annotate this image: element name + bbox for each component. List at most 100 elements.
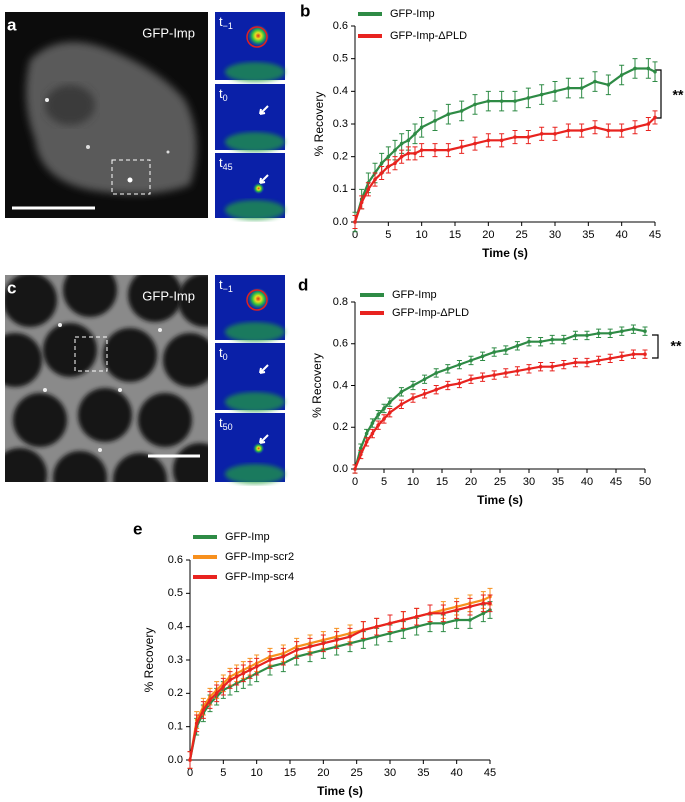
point	[515, 344, 520, 348]
point	[606, 128, 611, 133]
legend-label: GFP-Imp	[392, 289, 437, 301]
point	[550, 337, 554, 342]
point	[411, 396, 415, 400]
x-tick-label: 45	[484, 767, 496, 779]
point	[334, 638, 339, 642]
legend-label: GFP-Imp-ΔPLD	[392, 307, 469, 319]
point	[469, 358, 473, 363]
x-tick-label: 0	[352, 229, 358, 241]
point	[469, 377, 473, 382]
arrow	[259, 105, 269, 115]
point	[401, 628, 406, 632]
inset-label-base: t	[219, 415, 223, 430]
point	[593, 125, 597, 130]
point	[434, 371, 439, 375]
point	[221, 684, 226, 689]
point	[388, 410, 392, 415]
inset-label: t−1	[219, 14, 233, 31]
point	[241, 671, 246, 676]
point	[422, 392, 427, 396]
panel-label: d	[298, 275, 308, 294]
inset-label-base: t	[219, 155, 223, 170]
point	[382, 406, 386, 411]
point	[499, 99, 504, 103]
point	[566, 128, 571, 133]
point	[457, 381, 462, 386]
point	[633, 66, 637, 71]
x-tick-label: 10	[251, 767, 263, 779]
point	[376, 412, 381, 417]
point	[214, 691, 219, 696]
x-tick-label: 40	[581, 476, 593, 488]
x-axis-label: Time (s)	[482, 246, 528, 260]
series	[352, 58, 658, 233]
series-line	[353, 116, 656, 223]
y-tick-label: 0.5	[168, 587, 183, 599]
series	[352, 349, 648, 474]
point	[370, 431, 375, 436]
micrograph-a	[5, 12, 208, 218]
point	[406, 138, 411, 143]
point	[366, 187, 371, 192]
series-line	[353, 327, 646, 470]
point	[631, 352, 636, 356]
point	[481, 601, 486, 606]
series	[187, 594, 493, 769]
point	[401, 618, 406, 622]
x-tick-label: 25	[351, 767, 363, 779]
ring	[246, 289, 268, 311]
y-tick-label: 0.1	[168, 721, 183, 733]
x-tick-label: 10	[416, 229, 428, 241]
cell	[13, 393, 67, 447]
panel-label: c	[7, 278, 16, 297]
point	[434, 387, 439, 392]
point	[382, 417, 386, 421]
inset-glow	[225, 322, 285, 342]
cell	[173, 443, 208, 482]
inset-label-sub: 45	[223, 162, 233, 172]
granule	[58, 323, 62, 327]
arrow	[259, 174, 269, 184]
point	[399, 154, 404, 159]
point	[374, 634, 379, 639]
x-tick-label: 5	[385, 229, 391, 241]
series	[352, 110, 658, 230]
inset-label-sub: 0	[223, 93, 228, 103]
image-title: GFP-Imp	[142, 288, 195, 303]
y-tick-label: 0.4	[168, 621, 183, 633]
cell	[63, 275, 117, 317]
point	[414, 614, 419, 619]
point	[446, 148, 451, 152]
point	[579, 86, 584, 90]
point	[538, 364, 543, 369]
point	[433, 148, 437, 152]
inset-label: t−1	[219, 277, 233, 294]
point	[361, 628, 366, 632]
cell	[53, 451, 107, 482]
point	[585, 333, 589, 338]
point	[653, 69, 657, 74]
point	[454, 618, 459, 622]
point	[359, 446, 363, 450]
x-tick-label: 20	[465, 476, 477, 488]
y-tick-label: 0.6	[333, 20, 348, 32]
annotations	[652, 69, 662, 359]
point	[353, 220, 357, 224]
point	[486, 99, 491, 103]
point	[585, 360, 589, 365]
point	[359, 452, 363, 457]
x-tick-label: 20	[482, 229, 494, 241]
point	[513, 135, 517, 139]
point	[413, 132, 417, 136]
point	[539, 132, 544, 136]
point	[254, 664, 259, 669]
point	[459, 109, 464, 113]
y-tick-label: 0.1	[333, 183, 348, 195]
image-title: GFP-Imp	[142, 25, 195, 40]
inset-label-sub: −1	[223, 284, 233, 294]
x-tick-label: 35	[552, 476, 564, 488]
point	[234, 674, 239, 679]
point	[606, 83, 611, 87]
inset-label: t50	[219, 415, 233, 432]
point	[459, 145, 464, 149]
